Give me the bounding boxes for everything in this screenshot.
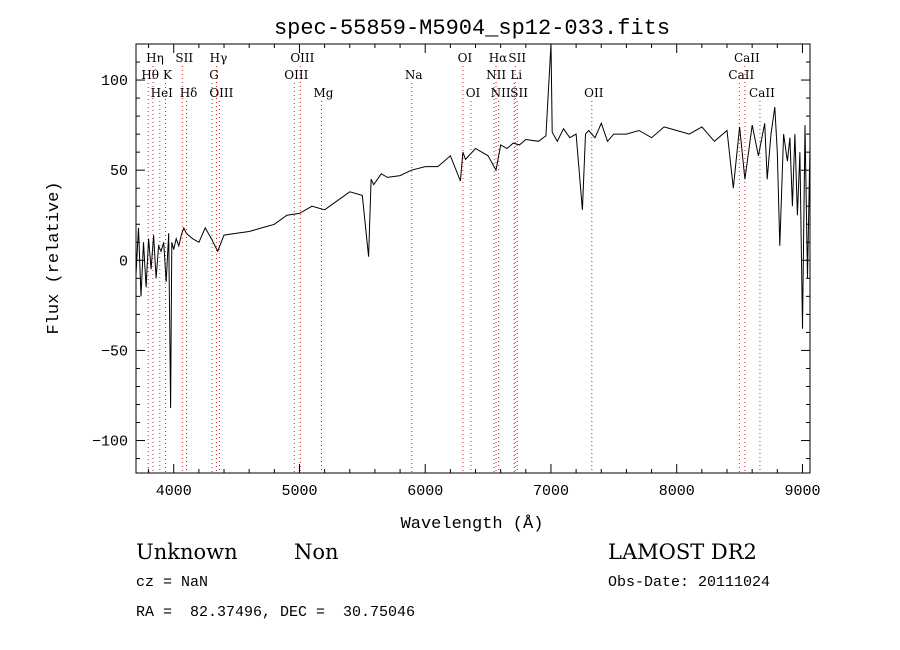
- coordinates-text: RA = 82.37496, DEC = 30.75046: [136, 604, 416, 621]
- x-tick-label: 9000: [784, 483, 820, 500]
- spectrum-line: [135, 43, 811, 409]
- line-marker-label: G: [209, 68, 219, 82]
- line-marker-label: OII: [584, 86, 604, 100]
- y-tick-label: −100: [92, 434, 128, 451]
- line-marker-label: Na: [405, 68, 423, 82]
- axis-ticks: 4000 5000 6000 7000 8000 9000 −100 −50 0 50 100: [92, 43, 820, 500]
- redshift-text: cz = NaN: [136, 574, 209, 591]
- y-tick-label: 0: [119, 253, 128, 270]
- line-marker-label: OIII: [284, 68, 308, 82]
- line-marker-label: HeI: [151, 86, 174, 100]
- line-marker-label: Mg: [313, 86, 333, 100]
- y-axis-label: Flux (relative): [45, 181, 64, 334]
- line-marker-label: SII: [508, 51, 526, 65]
- x-tick-label: 7000: [533, 483, 569, 500]
- line-marker-label: OIII: [209, 86, 233, 100]
- line-marker-label: CaII: [749, 86, 775, 100]
- line-marker-label: SII: [175, 51, 193, 65]
- line-marker-label: Li: [510, 68, 522, 82]
- line-marker-label: Hα: [489, 51, 508, 65]
- plot-frame: [135, 43, 811, 474]
- line-marker-label: SII: [510, 86, 528, 100]
- line-marker-label: Hγ: [210, 51, 228, 65]
- spectrum-series: [135, 43, 811, 409]
- line-marker-label: Hδ: [180, 86, 198, 100]
- line-marker-label: Hθ: [141, 68, 159, 82]
- object-subclass: Non: [294, 540, 339, 564]
- x-axis-label: Wavelength (Å): [401, 515, 544, 534]
- chart-title: spec-55859-M5904_sp12-033.fits: [274, 16, 670, 41]
- y-tick-label: −50: [101, 343, 128, 360]
- obs-date-text: Obs-Date: 20111024: [608, 574, 771, 591]
- line-marker-label: CaII: [728, 68, 754, 82]
- x-tick-label: 4000: [156, 483, 192, 500]
- x-tick-label: 6000: [407, 483, 443, 500]
- object-class: Unknown: [136, 540, 238, 564]
- line-marker-label: OI: [458, 51, 473, 65]
- line-marker-label: CaII: [734, 51, 760, 65]
- y-tick-label: 100: [101, 73, 128, 90]
- line-marker-label: K: [163, 68, 173, 82]
- line-marker-label: OIII: [290, 51, 314, 65]
- line-marker-label: NII: [486, 68, 506, 82]
- x-tick-label: 5000: [281, 483, 317, 500]
- line-marker-label: NII: [491, 86, 511, 100]
- line-marker-label: Hη: [146, 51, 164, 65]
- y-tick-label: 50: [110, 163, 128, 180]
- line-marker-label: OI: [466, 86, 481, 100]
- survey-name: LAMOST DR2: [608, 540, 757, 564]
- x-tick-label: 8000: [659, 483, 695, 500]
